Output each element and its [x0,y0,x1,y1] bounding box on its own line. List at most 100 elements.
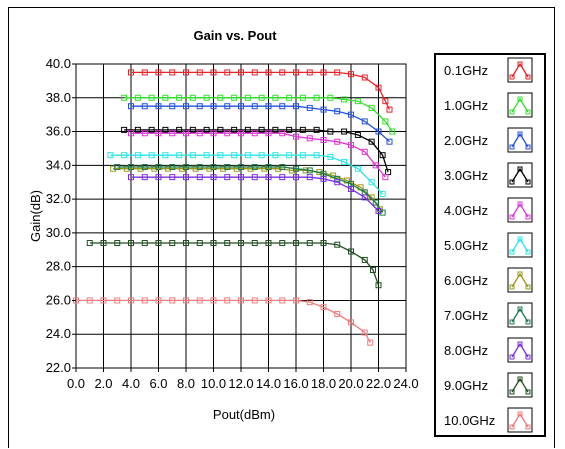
data-point [382,174,389,181]
data-point [327,153,334,160]
data-point [251,164,258,171]
data-point [361,194,368,201]
data-point [372,199,379,206]
data-point [176,152,183,159]
data-point [224,174,231,181]
data-point [224,297,231,304]
legend-swatch-marker [509,284,515,290]
legend-swatch-marker [509,109,515,115]
legend-swatch-line [511,97,529,113]
data-point [334,241,341,248]
legend-swatch-marker [525,249,531,255]
data-point [176,126,183,133]
legend-swatch-line [511,342,529,358]
data-point [334,108,341,115]
legend-swatch-marker [509,319,515,325]
data-point [348,71,354,78]
legend-label: 9.0GHz [444,378,488,393]
legend-swatch-marker [525,109,531,115]
data-point [348,142,354,149]
data-point [128,130,134,137]
data-point [210,297,217,304]
data-point [265,103,272,110]
series-6-0ghz [110,165,383,213]
y-tick-label: 26.0 [46,292,71,307]
data-point [224,240,231,247]
data-point [251,69,258,76]
legend-swatch-line [511,167,529,183]
data-point [272,126,279,133]
data-point [375,84,382,91]
data-point [320,106,327,113]
data-point [279,103,286,110]
data-point [169,164,176,171]
series-4-0ghz [128,130,389,181]
data-point [265,130,272,137]
data-point [313,126,320,133]
data-point [231,94,238,101]
data-point [134,126,141,133]
data-point [286,126,293,133]
data-point [128,164,134,171]
data-point [238,69,244,76]
legend-layer: 0.1GHz 1.0GHz 2.0GHz 3.0GHz 4.0GHz 5.0GHz 6.0G… [444,57,533,433]
data-point [121,94,128,101]
data-point [183,130,189,137]
data-point [306,167,313,174]
data-point [155,103,162,110]
data-point [258,152,265,159]
data-point [183,103,189,110]
data-point [224,164,231,171]
data-point [327,128,334,135]
legend-swatch-marker [525,284,531,290]
legend-swatch-marker [509,354,515,360]
legend-swatch-marker [525,319,531,325]
series-10-0ghz [73,297,374,346]
data-point [327,94,334,101]
series-line [76,299,371,344]
data-point [286,152,293,159]
data-point [210,174,217,181]
data-point [155,240,162,247]
legend-label: 1.0GHz [444,98,488,113]
series-9-0ghz [86,240,382,289]
data-point [203,152,210,159]
data-point [100,297,107,304]
legend-swatch-marker [509,389,515,395]
series-line [131,176,379,212]
x-tick-label: 24.0 [393,376,418,391]
data-point [162,94,169,101]
data-point [183,297,189,304]
legend-label: 7.0GHz [444,308,488,323]
data-point [361,256,368,263]
data-point [265,69,272,76]
data-point [375,282,382,289]
legend-swatch-marker [525,74,531,80]
legend-swatch-marker [517,341,523,347]
data-point [224,130,231,137]
data-point [217,126,224,133]
data-point [238,103,244,110]
legend-swatch-line [511,62,529,78]
data-point [320,175,327,182]
data-point [368,179,375,186]
legend-label: 10.0GHz [444,413,495,428]
data-point [348,111,354,118]
data-point [354,165,361,172]
data-point [114,164,121,171]
legend-swatch-line [511,377,529,393]
data-point [341,158,348,165]
data-point [217,152,224,159]
data-point [183,69,189,76]
chart-title: Gain vs. Pout [193,28,277,43]
data-point [141,297,148,304]
data-point [155,297,162,304]
data-point [320,240,327,247]
data-point [279,130,286,137]
data-point [162,126,169,133]
data-point [224,69,231,76]
x-tick-label: 12.0 [228,376,253,391]
data-point [134,94,141,101]
data-point [210,69,217,76]
data-point [320,69,327,76]
